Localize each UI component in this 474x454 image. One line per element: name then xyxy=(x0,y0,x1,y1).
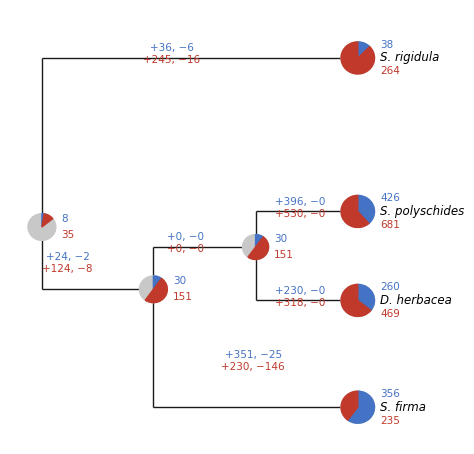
Circle shape xyxy=(341,391,374,423)
Text: +36, −6: +36, −6 xyxy=(150,43,194,53)
Circle shape xyxy=(341,284,374,316)
Text: S. firma: S. firma xyxy=(380,401,426,414)
Text: 151: 151 xyxy=(274,250,294,260)
Circle shape xyxy=(28,214,56,240)
Text: 426: 426 xyxy=(380,193,400,203)
Text: 235: 235 xyxy=(380,415,400,425)
Text: 30: 30 xyxy=(274,234,287,244)
Circle shape xyxy=(139,276,167,303)
Circle shape xyxy=(243,235,269,260)
Circle shape xyxy=(341,195,374,227)
Wedge shape xyxy=(145,278,167,303)
Text: D. herbacea: D. herbacea xyxy=(380,294,452,307)
Wedge shape xyxy=(255,235,263,247)
Text: +24, −2: +24, −2 xyxy=(46,252,90,262)
Wedge shape xyxy=(341,284,371,316)
Text: +0, −0: +0, −0 xyxy=(167,232,204,242)
Text: 30: 30 xyxy=(173,276,186,286)
Text: +351, −25: +351, −25 xyxy=(225,350,282,360)
Wedge shape xyxy=(42,214,53,227)
Wedge shape xyxy=(248,237,269,260)
Wedge shape xyxy=(341,195,369,227)
Text: +124, −8: +124, −8 xyxy=(42,264,93,274)
Wedge shape xyxy=(358,284,374,311)
Wedge shape xyxy=(358,42,370,58)
Text: +230, −146: +230, −146 xyxy=(221,362,285,372)
Text: +230, −0: +230, −0 xyxy=(274,286,325,296)
Wedge shape xyxy=(341,391,358,420)
Text: +0, −0: +0, −0 xyxy=(167,244,204,254)
Text: +318, −0: +318, −0 xyxy=(274,298,325,308)
Wedge shape xyxy=(341,42,374,74)
Text: 151: 151 xyxy=(173,292,193,302)
Wedge shape xyxy=(348,391,374,423)
Wedge shape xyxy=(358,195,374,223)
Text: S. rigidula: S. rigidula xyxy=(380,51,439,64)
Text: +396, −0: +396, −0 xyxy=(274,197,325,207)
Text: +245, −16: +245, −16 xyxy=(144,55,201,65)
Text: 260: 260 xyxy=(380,282,400,292)
Text: +530, −0: +530, −0 xyxy=(274,209,325,219)
Text: 681: 681 xyxy=(380,220,400,230)
Text: 264: 264 xyxy=(380,66,400,76)
Text: S. polyschides: S. polyschides xyxy=(380,205,465,218)
Text: 35: 35 xyxy=(62,230,75,240)
Wedge shape xyxy=(42,214,44,227)
Text: 8: 8 xyxy=(62,214,68,224)
Circle shape xyxy=(341,42,374,74)
Wedge shape xyxy=(154,276,162,289)
Text: 356: 356 xyxy=(380,389,400,399)
Text: 469: 469 xyxy=(380,309,400,319)
Text: 38: 38 xyxy=(380,39,393,49)
